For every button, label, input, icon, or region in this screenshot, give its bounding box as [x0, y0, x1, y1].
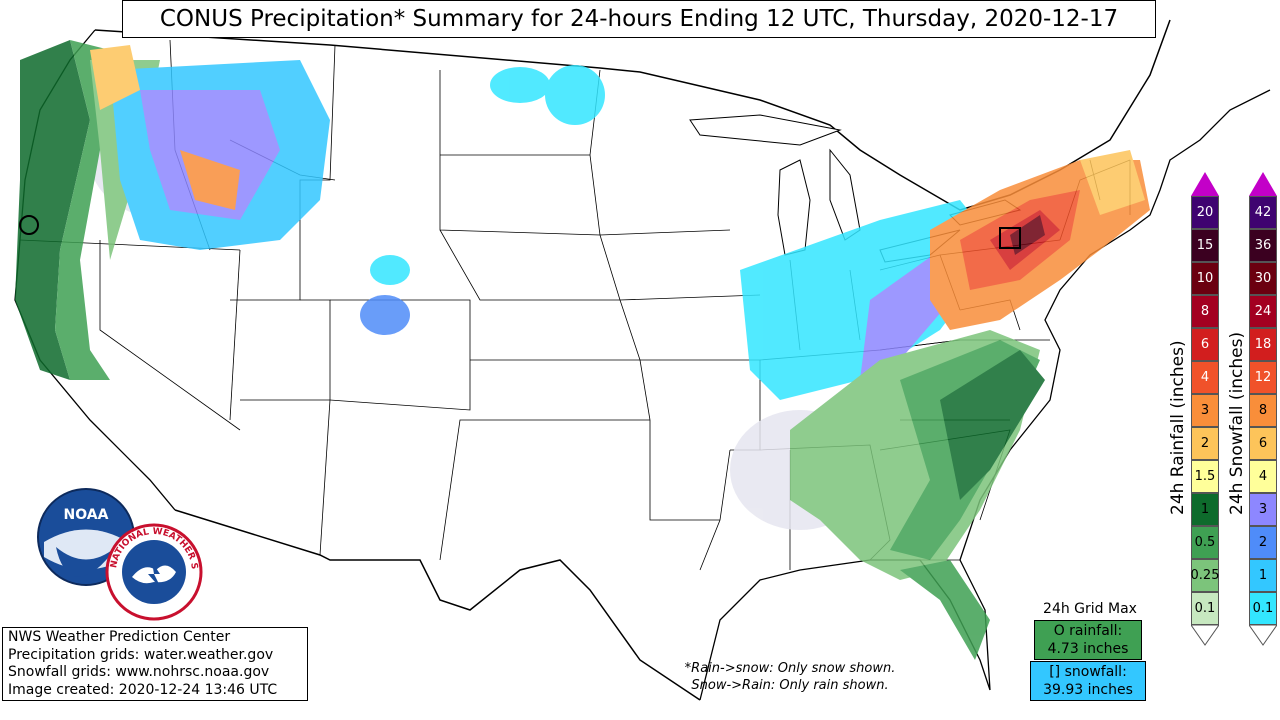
rainfall-legend-level: 0.25	[1191, 559, 1219, 592]
snowfall-legend-level: 3	[1249, 493, 1277, 526]
noaa-logo-text: NOAA	[64, 507, 109, 523]
grid-max-rainfall-value: 4.73 inches	[1047, 641, 1129, 657]
credit-line: Image created: 2020-12-24 13:46 UTC	[8, 681, 278, 698]
credit-line: Precipitation grids: water.weather.gov	[8, 646, 274, 663]
rainfall-legend-level: 6	[1191, 328, 1219, 361]
snowfall-legend-level-label: 18	[1254, 337, 1272, 352]
snowfall-legend-level: 0.1	[1249, 592, 1277, 625]
rainfall-legend-level-label: 10	[1196, 271, 1214, 286]
snowfall-legend-label: 24h Snowfall (inches)	[1227, 331, 1247, 515]
snowfall-legend-level: 24	[1249, 295, 1277, 328]
grid-max-title: 24h Grid Max	[1043, 601, 1137, 617]
rainfall-legend-level: 1	[1191, 493, 1219, 526]
snowfall-legend-bottom-arrow	[1248, 624, 1278, 646]
credit-line: NWS Weather Prediction Center	[8, 629, 231, 645]
snowfall-legend-level-label: 8	[1258, 403, 1268, 418]
map-title: CONUS Precipitation* Summary for 24-hour…	[122, 0, 1156, 38]
nws-logo: NATIONAL WEATHER SERVICE	[104, 522, 203, 621]
grid-max-snowfall-label: [] snowfall:	[1049, 664, 1127, 680]
snowfall-legend-level-label: 4	[1258, 469, 1268, 484]
snowfall-legend-level: 6	[1249, 427, 1277, 460]
snowfall-legend-level: 30	[1249, 262, 1277, 295]
snowfall-legend-level: 2	[1249, 526, 1277, 559]
rainfall-max-marker	[19, 215, 39, 235]
snowfall-legend-level-label: 24	[1254, 304, 1272, 319]
snowfall-legend-level-label: 42	[1254, 205, 1272, 220]
snowfall-legend-level-label: 6	[1258, 436, 1268, 451]
note-line-1: *Rain->snow: Only snow shown.	[684, 661, 896, 676]
rainfall-legend-level-label: 8	[1200, 304, 1210, 319]
grid-max-snowfall: [] snowfall: 39.93 inches	[1030, 661, 1146, 701]
rainfall-legend-level: 0.5	[1191, 526, 1219, 559]
grid-max-rainfall: O rainfall: 4.73 inches	[1034, 620, 1142, 660]
grid-max-snowfall-value: 39.93 inches	[1043, 682, 1133, 698]
rainfall-legend-level-label: 2	[1200, 436, 1210, 451]
rainfall-legend-level-label: 15	[1196, 238, 1214, 253]
grid-max-rainfall-label: O rainfall:	[1053, 623, 1123, 639]
rainfall-legend-level-label: 1.5	[1194, 469, 1216, 484]
snowfall-legend-level: 4	[1249, 460, 1277, 493]
snowfall-legend-level: 18	[1249, 328, 1277, 361]
map-title-text: CONUS Precipitation* Summary for 24-hour…	[159, 6, 1119, 32]
rainfall-legend-level: 3	[1191, 394, 1219, 427]
rainfall-legend-level-label: 4	[1200, 370, 1210, 385]
snowfall-legend: 42 36 30 24 18 12 8 6 4 3 2 1 0.1	[1248, 172, 1278, 651]
rainfall-legend-level-label: 6	[1200, 337, 1210, 352]
snowfall-legend-level-label: 36	[1254, 238, 1272, 253]
rainfall-legend-cells: 20 15 10 8 6 4 3 2 1.5 1 0.5 0.25 0.1	[1191, 196, 1219, 625]
rainfall-legend-level: 0.1	[1191, 592, 1219, 625]
snowfall-legend-cells: 42 36 30 24 18 12 8 6 4 3 2 1 0.1	[1249, 196, 1277, 625]
rainfall-legend-level: 20	[1191, 196, 1219, 229]
rainfall-legend-level: 15	[1191, 229, 1219, 262]
rainfall-legend-level-label: 3	[1200, 403, 1210, 418]
precip-shading	[15, 40, 1150, 660]
snowfall-legend-level-label: 3	[1258, 502, 1268, 517]
rain-snow-note: *Rain->snow: Only snow shown. Snow->Rain…	[660, 660, 920, 694]
snowfall-legend-level-label: 0.1	[1252, 601, 1274, 616]
rainfall-legend-level-label: 20	[1196, 205, 1214, 220]
rainfall-legend-bottom-arrow	[1190, 624, 1220, 646]
snowfall-legend-level-label: 12	[1254, 370, 1272, 385]
rainfall-legend-level-label: 0.1	[1194, 601, 1216, 616]
rainfall-legend-level: 2	[1191, 427, 1219, 460]
note-line-2: Snow->Rain: Only rain shown.	[691, 678, 889, 693]
credit-line: Snowfall grids: www.nohrsc.noaa.gov	[8, 664, 270, 680]
snowfall-legend-level: 8	[1249, 394, 1277, 427]
rainfall-legend-label: 24h Rainfall (inches)	[1168, 340, 1188, 515]
rainfall-legend-level: 4	[1191, 361, 1219, 394]
rainfall-legend-level: 1.5	[1191, 460, 1219, 493]
rainfall-legend-level-label: 1	[1200, 502, 1210, 517]
snowfall-legend-level-label: 2	[1258, 535, 1268, 550]
snowfall-legend-level: 36	[1249, 229, 1277, 262]
snowfall-legend-level: 1	[1249, 559, 1277, 592]
snowfall-max-marker	[999, 227, 1021, 249]
snowfall-legend-level-label: 30	[1254, 271, 1272, 286]
rainfall-legend-level-label: 0.5	[1194, 535, 1216, 550]
snowfall-legend-level: 42	[1249, 196, 1277, 229]
rainfall-legend-top-arrow	[1191, 172, 1219, 196]
rainfall-legend: 20 15 10 8 6 4 3 2 1.5 1 0.5 0.25 0.1	[1190, 172, 1220, 651]
rainfall-legend-level: 8	[1191, 295, 1219, 328]
snowfall-legend-level-label: 1	[1258, 568, 1268, 583]
rainfall-legend-level: 10	[1191, 262, 1219, 295]
credits-box: NWS Weather Prediction Center Precipitat…	[2, 627, 308, 701]
snowfall-legend-top-arrow	[1249, 172, 1277, 196]
rainfall-legend-level-label: 0.25	[1190, 568, 1220, 583]
snowfall-legend-level: 12	[1249, 361, 1277, 394]
